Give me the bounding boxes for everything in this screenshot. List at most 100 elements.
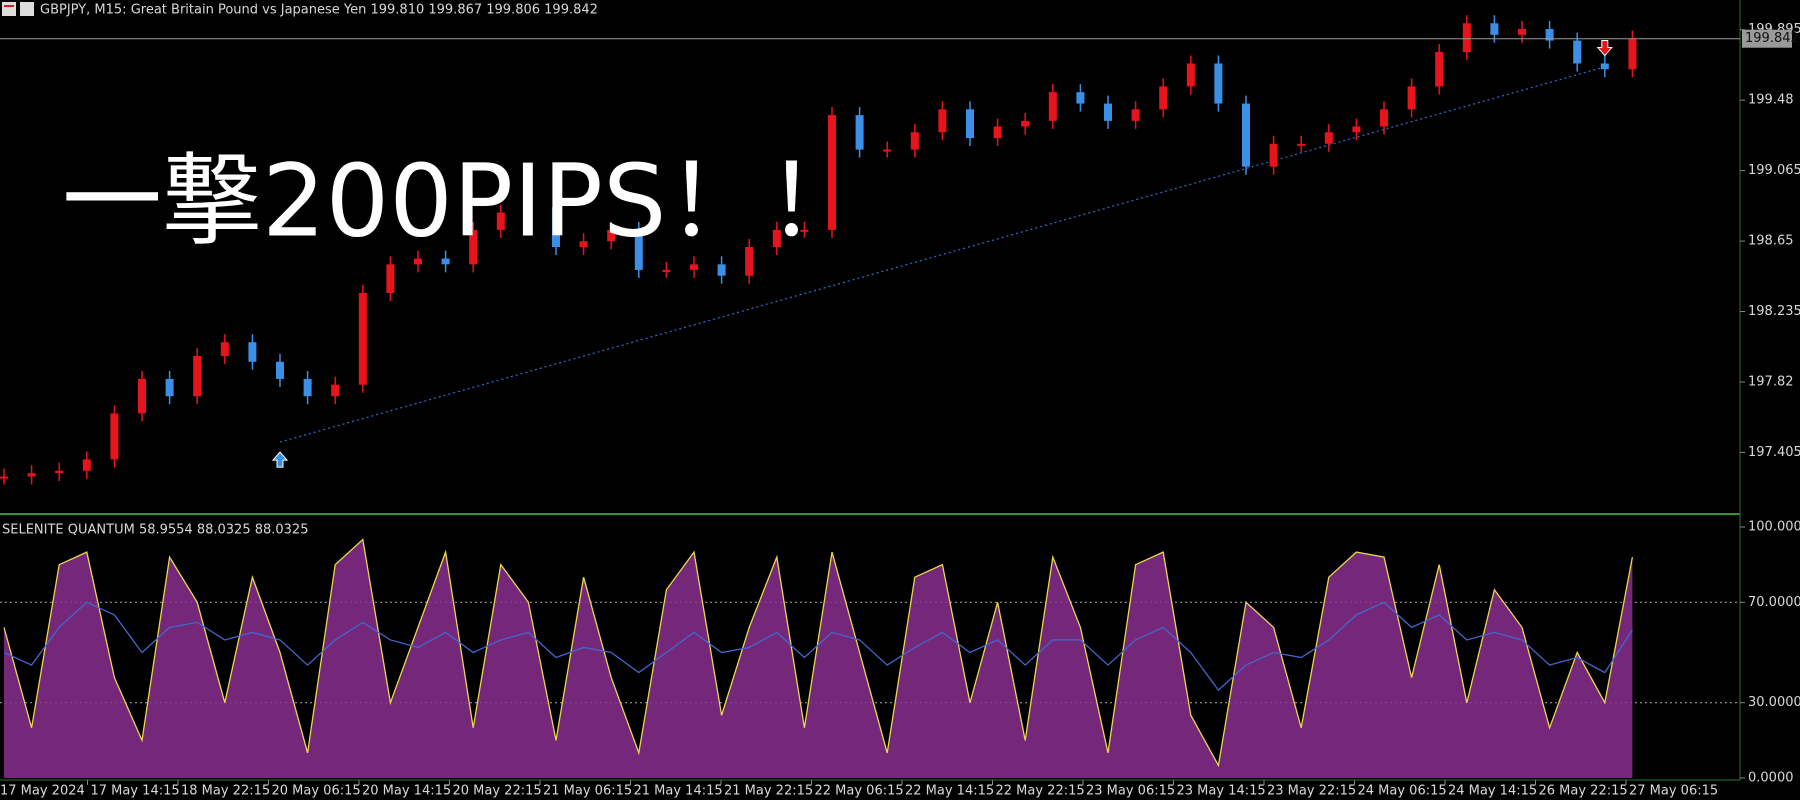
candle-body [1600,63,1609,70]
candle-body [1242,103,1250,167]
x-tick-label: 22 May 22:15 [996,784,1085,799]
y-tick-label: 197.82 [1748,374,1794,389]
y-tick-label: 198.235 [1748,304,1800,319]
candle-body [0,476,8,479]
candle-body [248,342,257,362]
candle-body [138,378,146,414]
x-tick-label: 21 May 06:15 [543,784,632,799]
candle-body [1352,126,1361,133]
candle-body [386,264,395,294]
x-tick-label: 18 May 22:15 [181,784,270,799]
candle-body [27,473,36,477]
candle-body [1545,29,1554,41]
candle-body [303,378,312,397]
overlay-text: 一撃200PIPS！！ [62,142,866,259]
candle-body [358,293,367,385]
menu-icon-line [4,5,14,7]
candle-body [966,109,974,139]
signal-arrow [271,451,289,468]
candle-body [1104,103,1112,121]
candle-body [910,132,919,150]
x-tick-label: 21 May 14:15 [634,784,723,799]
candle-body [745,247,754,276]
signal-arrow [1596,40,1613,57]
candle-body [1297,143,1306,146]
candle-body [1490,23,1499,35]
candle-body [1269,143,1278,167]
candle-body [938,109,947,133]
header-text: GBPJPY, M15: Great Britain Pound vs Japa… [40,3,598,18]
candle-body [1131,109,1140,121]
candle-body [1076,92,1085,104]
x-tick-label: 20 May 22:15 [453,784,542,799]
candle-body [496,212,505,230]
candle-body [165,378,174,397]
candle-body [414,258,422,265]
x-tick-label: 23 May 14:15 [1177,784,1266,799]
x-tick-label: 17 May 14:15 [91,784,180,799]
candle-body [1462,23,1471,52]
candle-body [55,470,64,474]
candle-body [82,459,91,471]
x-tick-label: 26 May 22:15 [1539,784,1628,799]
x-tick-label: 20 May 14:15 [362,784,451,799]
indicator-title: SELENITE QUANTUM 58.9554 88.0325 88.0325 [2,523,308,538]
x-tick-label: 27 May 06:15 [1629,784,1718,799]
candle-body [690,264,698,270]
y-tick-label: 198.65 [1748,234,1794,249]
menu-icon[interactable] [2,2,16,16]
candle-body [579,241,588,248]
candle-body [441,258,450,265]
candle-body [883,149,892,152]
oscillator-area [4,539,1633,778]
candle-body [993,126,1002,139]
candle-body [1573,40,1582,64]
x-tick-label: 23 May 22:15 [1267,784,1356,799]
candle-body [1380,109,1388,127]
candle-body [193,356,202,397]
y-tick-label: 197.405 [1748,445,1800,460]
candle-body [800,229,809,232]
candle-body [1048,92,1057,121]
candle-body [1186,63,1195,87]
x-tick-label: 24 May 06:15 [1358,784,1447,799]
candle-body [828,115,836,230]
x-tick-label: 22 May 14:15 [905,784,994,799]
current-price-label: 199.842 [1745,31,1799,46]
chart-icon[interactable] [20,2,34,16]
candle-body [1407,86,1416,110]
candle-body [1435,51,1444,87]
candle-body [1518,29,1526,35]
x-tick-label: 23 May 06:15 [1086,784,1175,799]
candle-body [331,384,340,397]
candle-body [469,229,478,265]
candle-body [276,361,284,379]
current-price-box [1742,29,1792,48]
oscillator-line [3,601,1633,692]
x-tick-label: 22 May 06:15 [815,784,904,799]
y-tick-label: 0.0000 [1748,771,1794,786]
candle-body [772,229,781,248]
x-tick-label: 17 May 2024 [0,784,85,799]
x-tick-label: 20 May 06:15 [272,784,361,799]
candle-body [552,206,560,248]
y-tick-label: 199.48 [1748,93,1794,108]
candle-body [607,229,616,242]
y-tick-label: 199.065 [1748,163,1800,178]
x-tick-label: 24 May 14:15 [1448,784,1537,799]
candle-body [634,229,643,270]
oscillator-line [3,538,1634,768]
candle-body [662,269,671,272]
candle-body [855,115,864,150]
candle-body [1159,86,1168,110]
candle-body [524,206,533,213]
x-tick-label: 21 May 22:15 [724,784,813,799]
y-tick-label: 30.0000 [1748,695,1800,710]
candle-body [1021,120,1030,127]
y-tick-label: 70.0000 [1748,595,1800,610]
candle-body [220,342,229,357]
candle-body [1214,63,1223,104]
y-tick-label: 100.0000 [1748,520,1800,535]
candle-body [110,413,119,460]
